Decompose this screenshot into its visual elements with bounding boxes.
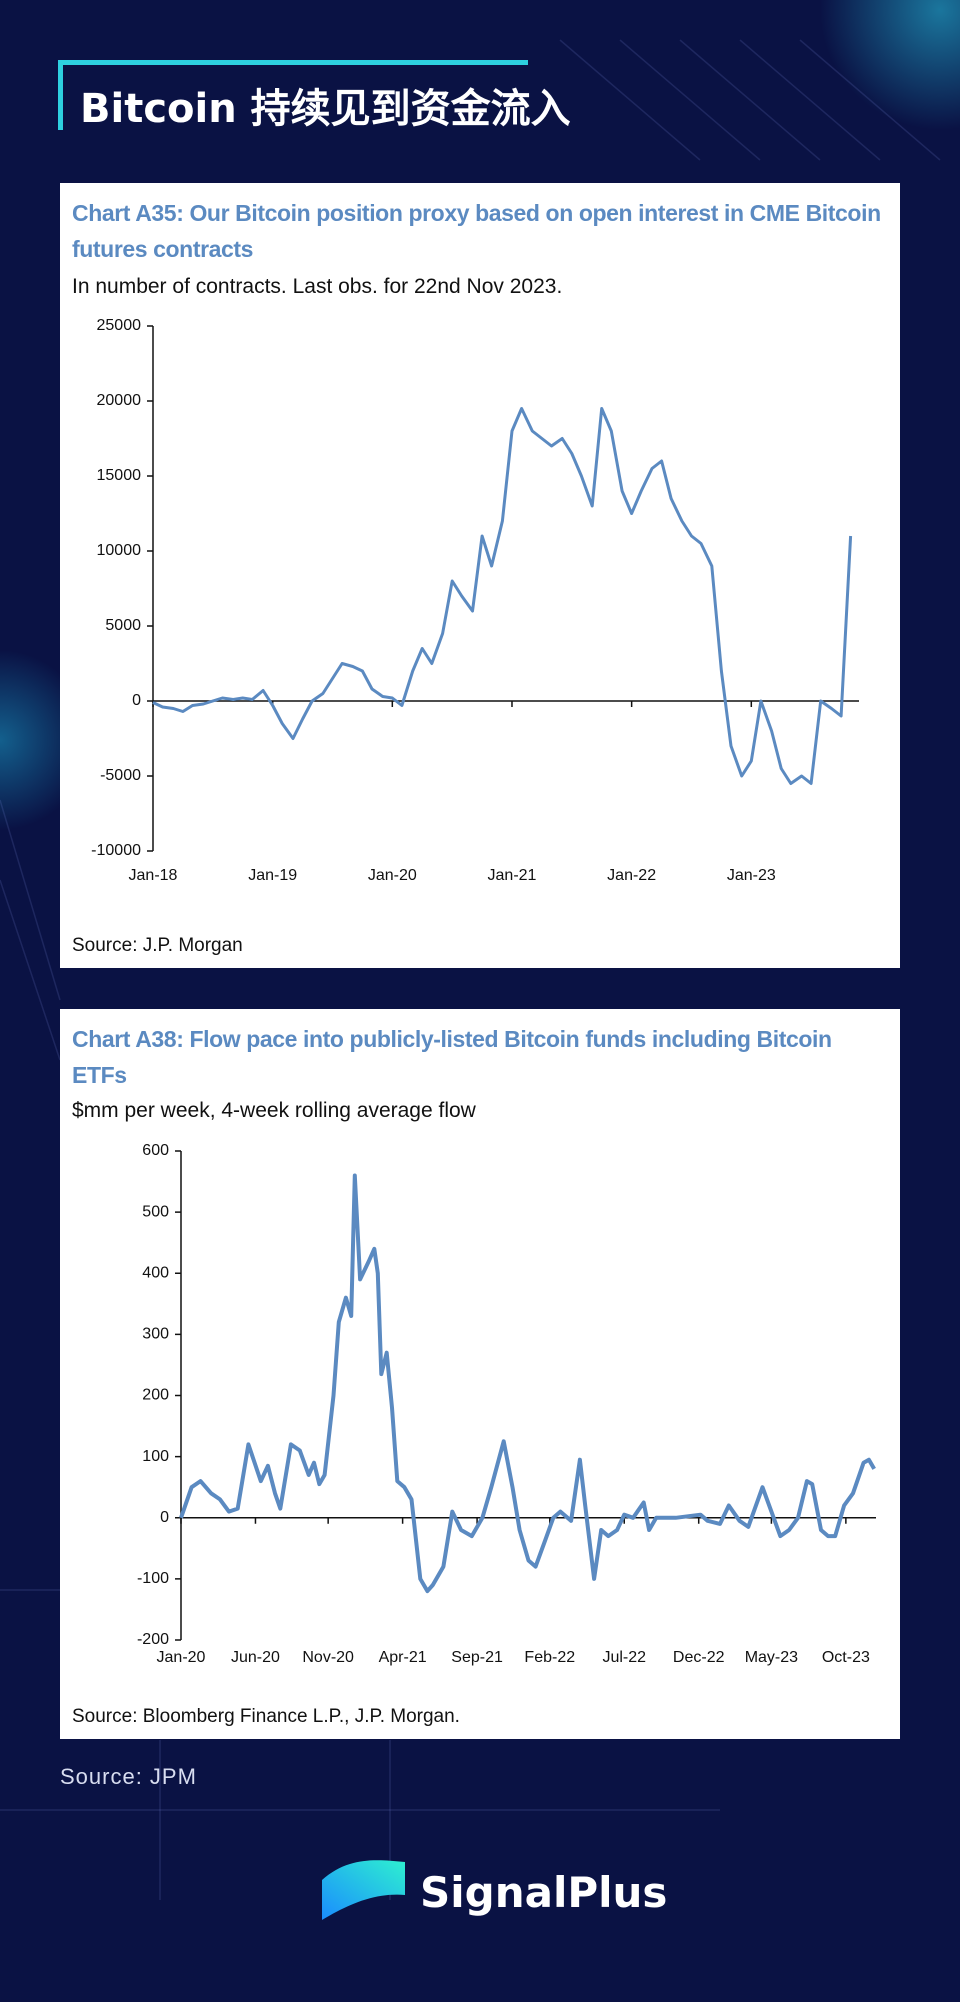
x-tick-label: Jan-23 <box>727 867 776 884</box>
header-accent <box>58 60 528 65</box>
page-title: Bitcoin 持续见到资金流入 <box>80 86 571 132</box>
line-series <box>179 1173 876 1594</box>
x-tick-label: Jan-22 <box>607 867 656 884</box>
chart-source: Source: Bloomberg Finance L.P., J.P. Mor… <box>72 1706 460 1727</box>
x-tick-label: Oct-23 <box>822 1649 870 1666</box>
x-tick-label: Jan-21 <box>488 867 537 884</box>
x-tick-label: May-23 <box>745 1649 798 1666</box>
logo-icon <box>322 1860 405 1920</box>
line-series <box>152 407 853 785</box>
chart-source: Source: J.P. Morgan <box>72 935 243 956</box>
y-tick-label: 0 <box>160 1509 169 1526</box>
brand-name: SignalPlus <box>420 1868 668 1917</box>
x-tick-label: Jan-18 <box>129 867 178 884</box>
y-tick-label: 15000 <box>97 467 142 484</box>
chart-card: Chart A38: Flow pace into publicly-liste… <box>60 1009 900 1739</box>
x-tick-label: Dec-22 <box>673 1649 725 1666</box>
y-tick-label: 5000 <box>105 617 141 634</box>
x-tick-label: Jan-19 <box>248 867 297 884</box>
y-tick-label: 25000 <box>97 317 142 334</box>
y-tick-label: 600 <box>142 1142 169 1159</box>
x-tick-label: Feb-22 <box>524 1649 575 1666</box>
x-tick-label: Jan-20 <box>368 867 417 884</box>
x-tick-label: Apr-21 <box>379 1649 427 1666</box>
chart-title: Chart A38: Flow pace into publicly-liste… <box>72 1026 832 1088</box>
chart: -200 -100 0 100 200 300 400 500 600 Jan-20 Jun-20 N… <box>137 1142 876 1666</box>
y-tick-label: -5000 <box>100 767 141 784</box>
x-tick-label: Jun-20 <box>231 1649 280 1666</box>
y-tick-label: 20000 <box>97 392 142 409</box>
chart-card: Chart A35: Our Bitcoin position proxy ba… <box>60 183 900 968</box>
header-accent-bar <box>58 60 63 130</box>
y-tick-label: -200 <box>137 1631 169 1648</box>
y-tick-label: 0 <box>132 692 141 709</box>
y-tick-label: 300 <box>142 1326 169 1343</box>
footer-source: Source: JPM <box>60 1764 197 1789</box>
y-tick-label: -10000 <box>91 842 141 859</box>
chart-subtitle: $mm per week, 4-week rolling average flo… <box>72 1099 476 1122</box>
chart-subtitle: In number of contracts. Last obs. for 22… <box>72 275 563 298</box>
chart: -10000 -5000 0 5000 10000 15000 20000 25000 Jan-… <box>91 317 859 884</box>
x-tick-label: Jul-22 <box>602 1649 646 1666</box>
y-tick-label: -100 <box>137 1570 169 1587</box>
y-tick-label: 500 <box>142 1203 169 1220</box>
x-tick-label: Sep-21 <box>451 1649 503 1666</box>
chart-title: Chart A35: Our Bitcoin position proxy ba… <box>72 200 881 262</box>
x-tick-label: Jan-20 <box>157 1649 206 1666</box>
y-tick-label: 100 <box>142 1448 169 1465</box>
y-tick-label: 10000 <box>97 542 142 559</box>
y-tick-label: 200 <box>142 1387 169 1404</box>
x-tick-label: Nov-20 <box>302 1649 354 1666</box>
y-tick-label: 400 <box>142 1264 169 1281</box>
